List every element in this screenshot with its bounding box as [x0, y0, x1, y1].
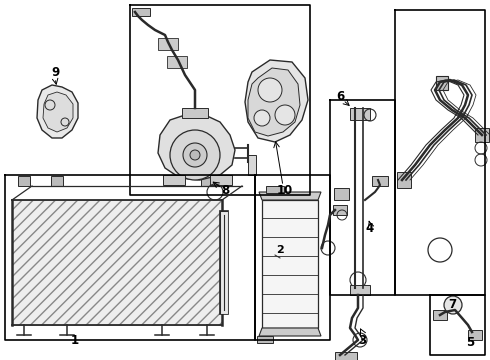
Text: 10: 10 [277, 184, 293, 197]
Polygon shape [43, 92, 73, 132]
Bar [433, 310, 447, 320]
Bar [18, 176, 30, 186]
Text: 4: 4 [366, 221, 374, 234]
Polygon shape [37, 85, 78, 138]
Bar [335, 352, 357, 360]
Bar [201, 176, 213, 186]
Bar [248, 155, 256, 175]
Bar [372, 176, 388, 186]
Bar [333, 205, 347, 215]
Text: 9: 9 [51, 66, 59, 78]
Bar [475, 128, 489, 142]
Bar [163, 175, 185, 185]
Bar [397, 172, 411, 188]
Circle shape [190, 150, 200, 160]
Circle shape [444, 296, 462, 314]
Bar [334, 188, 349, 200]
Bar [257, 336, 273, 343]
Polygon shape [262, 200, 318, 328]
Text: 6: 6 [336, 90, 344, 103]
Bar [350, 108, 370, 120]
Text: 2: 2 [276, 245, 284, 255]
Polygon shape [245, 60, 308, 142]
Polygon shape [12, 200, 222, 325]
Polygon shape [158, 115, 235, 180]
Circle shape [170, 130, 220, 180]
Bar [167, 56, 187, 68]
Bar [266, 186, 284, 193]
Circle shape [254, 110, 270, 126]
Bar [51, 176, 63, 186]
Bar [210, 175, 232, 185]
Text: 5: 5 [466, 336, 474, 348]
Bar [468, 330, 482, 340]
Bar [166, 176, 178, 186]
Circle shape [183, 143, 207, 167]
Polygon shape [248, 68, 300, 136]
Polygon shape [259, 328, 321, 336]
Bar [158, 38, 178, 50]
Text: 8: 8 [221, 184, 229, 197]
Text: 3: 3 [358, 333, 366, 346]
Bar [436, 76, 448, 90]
Circle shape [258, 78, 282, 102]
Text: 1: 1 [71, 333, 79, 346]
Bar [132, 8, 150, 16]
Circle shape [275, 105, 295, 125]
Bar [182, 108, 208, 118]
Polygon shape [259, 192, 321, 200]
Bar [350, 285, 370, 295]
Text: 7: 7 [448, 298, 456, 311]
